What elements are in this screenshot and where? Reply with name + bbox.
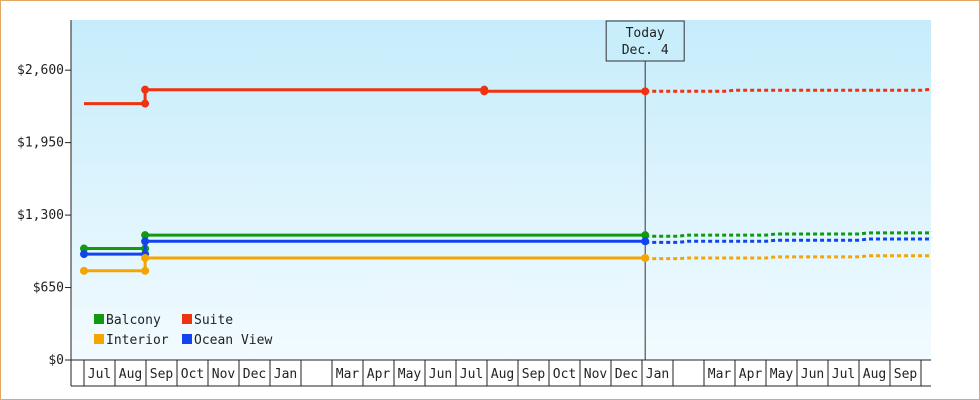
data-point	[80, 266, 88, 275]
x-tick-label: Apr	[739, 367, 763, 382]
data-point	[641, 87, 650, 96]
legend-swatch	[94, 334, 104, 344]
x-tick-label: May	[398, 367, 422, 382]
legend-label: Ocean View	[194, 333, 272, 348]
series-line	[84, 88, 646, 106]
legend-label: Suite	[194, 313, 233, 328]
x-tick-label: Jan	[274, 367, 297, 382]
y-tick-label: $1,300	[17, 208, 64, 223]
y-tick-label: $2,600	[17, 63, 64, 78]
y-tick-label: $0	[48, 353, 64, 368]
legend-item: Ocean View	[182, 333, 272, 348]
data-point	[141, 266, 150, 275]
y-tick-label: $650	[33, 281, 64, 296]
x-tick-label: Aug	[491, 367, 514, 382]
legend-swatch	[182, 334, 192, 344]
y-axis: $0 $650 $1,300 $1,950 $2,600	[17, 20, 72, 368]
x-tick-label: Aug	[863, 367, 886, 382]
x-tick-label: Sep	[150, 367, 174, 382]
data-point	[641, 237, 650, 246]
x-tick-label: Mar	[708, 367, 732, 382]
series-interior	[80, 254, 933, 275]
series-line	[84, 256, 646, 273]
data-point	[80, 244, 88, 253]
x-tick-label: Mar	[336, 367, 360, 382]
today-marker: Today Dec. 4	[605, 20, 685, 360]
x-tick-label: Dec	[615, 367, 638, 382]
data-point	[141, 231, 150, 240]
today-callout-box	[605, 20, 685, 62]
x-tick-label: Oct	[181, 367, 204, 382]
x-axis: Jul Aug Sep Oct Nov Dec Jan Mar Apr May Jun Jul Aug S…	[70, 359, 931, 387]
x-tick-label: Apr	[367, 367, 391, 382]
data-point	[80, 250, 88, 259]
x-tick-label: Jul	[88, 367, 111, 382]
legend-item: Suite	[182, 313, 233, 328]
legend-swatch	[94, 314, 104, 324]
series-forecast-line	[645, 87, 932, 93]
data-point	[141, 99, 150, 108]
x-tick-label: May	[770, 367, 794, 382]
x-tick-label: Jul	[460, 367, 483, 382]
series-forecast-line	[645, 231, 933, 238]
series-forecast-line	[645, 237, 933, 244]
data-point	[480, 87, 489, 96]
legend-label: Balcony	[106, 313, 161, 328]
series-layer	[80, 85, 933, 275]
x-tick-label: Nov	[212, 367, 236, 382]
plot-background	[71, 20, 931, 360]
x-tick-label: Jun	[429, 367, 452, 382]
x-tick-label: Aug	[119, 367, 142, 382]
data-point	[141, 237, 150, 246]
legend-item: Interior	[94, 333, 169, 348]
today-date: Dec. 4	[622, 43, 669, 58]
legend: Balcony Suite Interior Ocean View	[94, 313, 272, 348]
x-tick-label: Sep	[894, 367, 918, 382]
data-point	[641, 254, 650, 262]
legend-label: Interior	[106, 333, 169, 348]
x-tick-label: Jan	[646, 367, 669, 382]
x-tick-label: Sep	[522, 367, 546, 382]
x-tick-label: Jun	[801, 367, 824, 382]
legend-item: Balcony	[94, 313, 161, 328]
legend-swatch	[182, 314, 192, 324]
data-point	[641, 231, 650, 240]
data-point	[141, 254, 150, 262]
x-tick-label: Jul	[832, 367, 855, 382]
series-forecast-line	[645, 254, 933, 261]
series-suite	[84, 85, 932, 108]
x-tick-label: Dec	[243, 367, 266, 382]
data-point	[141, 85, 150, 94]
series-line	[84, 239, 646, 256]
y-tick-label: $1,950	[17, 136, 64, 151]
today-label: Today	[626, 26, 665, 41]
x-tick-label: Nov	[584, 367, 608, 382]
x-tick-label: Oct	[553, 367, 576, 382]
